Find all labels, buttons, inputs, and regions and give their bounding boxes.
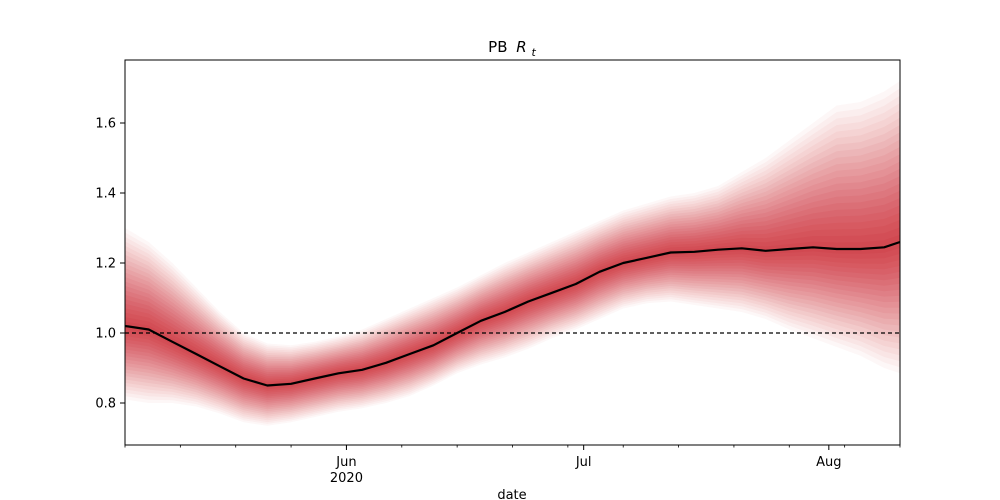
title-symbol: R xyxy=(516,38,526,56)
interval-band-2 xyxy=(125,95,900,423)
interval-band-12 xyxy=(125,168,900,404)
interval-band-13 xyxy=(125,176,900,402)
interval-band-16 xyxy=(125,198,900,397)
interval-band-6 xyxy=(125,124,900,415)
interval-band-21 xyxy=(125,234,900,388)
interval-band-10 xyxy=(125,154,900,408)
interval-band-3 xyxy=(125,103,900,421)
y-tick-label: 1.6 xyxy=(95,117,116,132)
credible-interval-bands xyxy=(125,95,900,423)
y-tick-label: 1.0 xyxy=(95,327,116,342)
interval-band-8 xyxy=(125,139,900,412)
interval-band-4 xyxy=(125,110,900,419)
interval-band-18 xyxy=(125,212,900,393)
x-tick-label: Aug xyxy=(816,455,841,470)
chart-title: PB R t xyxy=(488,38,536,59)
x-tick-label: Jul xyxy=(575,455,592,470)
y-tick-label: 0.8 xyxy=(95,397,116,412)
interval-band-5 xyxy=(125,117,900,417)
y-axis: 0.8 1.0 1.2 1.4 1.6 xyxy=(95,117,125,412)
title-subscript: t xyxy=(532,46,537,59)
x-axis-label: date xyxy=(497,488,526,500)
y-tick-label: 1.4 xyxy=(95,187,116,202)
y-tick-label: 1.2 xyxy=(95,257,116,272)
interval-band-17 xyxy=(125,205,900,395)
interval-band-9 xyxy=(125,146,900,410)
interval-band-19 xyxy=(125,220,900,391)
interval-band-15 xyxy=(125,190,900,399)
title-prefix: PB xyxy=(488,38,507,56)
interval-band-7 xyxy=(125,132,900,413)
interval-band-11 xyxy=(125,161,900,406)
x-tick-label: Jun xyxy=(335,455,356,470)
median-line xyxy=(124,240,901,387)
x-tick-sublabel: 2020 xyxy=(330,471,363,486)
interval-band-14 xyxy=(125,183,900,401)
